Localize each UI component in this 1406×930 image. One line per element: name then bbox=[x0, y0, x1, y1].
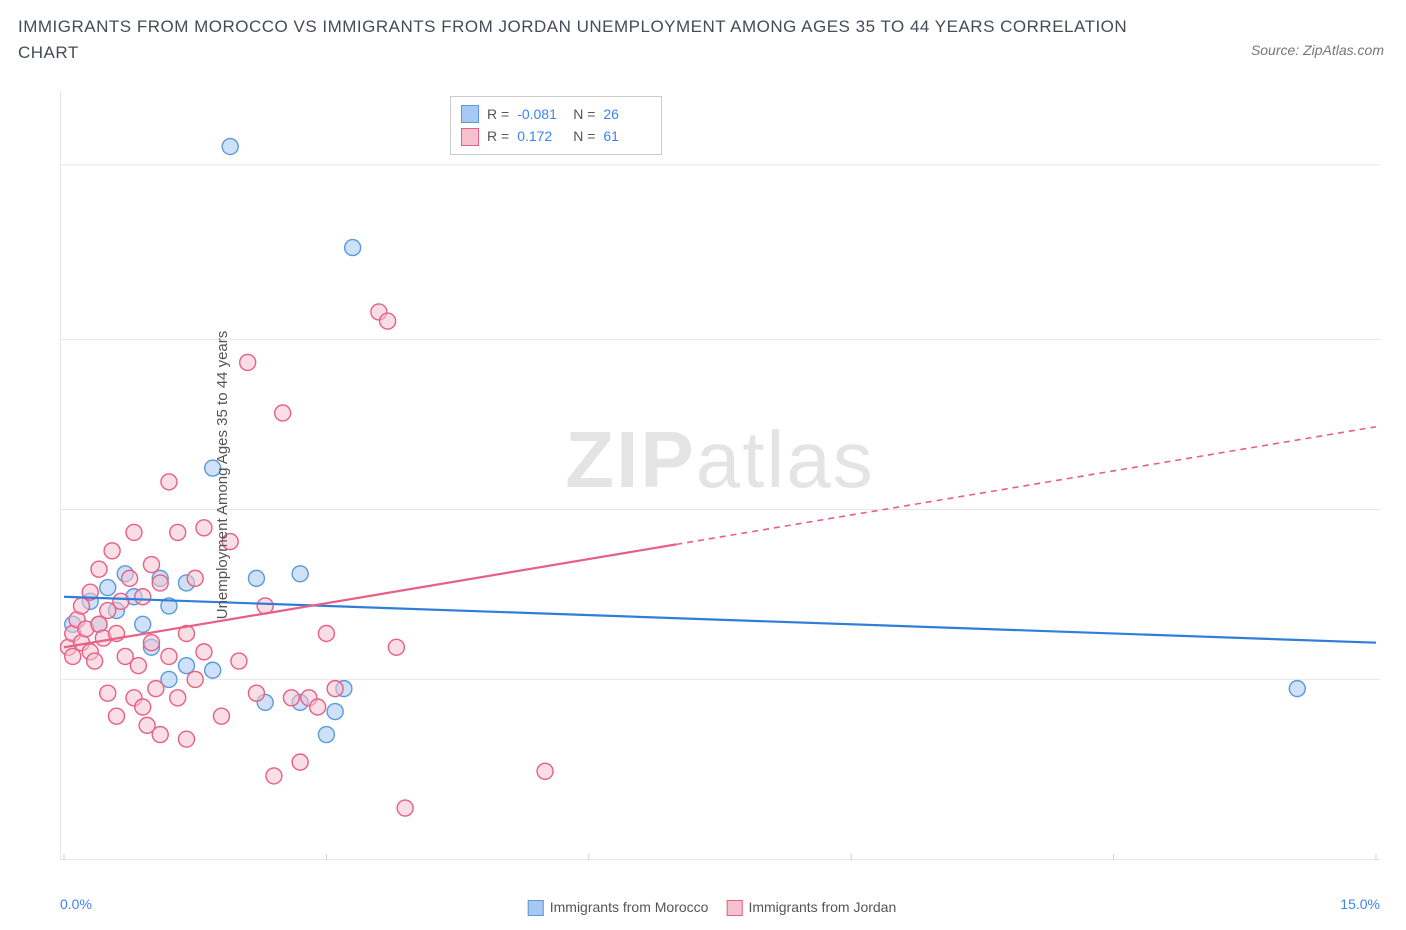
jordan-point bbox=[135, 699, 151, 715]
jordan-point bbox=[161, 648, 177, 664]
jordan-point bbox=[397, 800, 413, 816]
legend-swatch bbox=[726, 900, 742, 916]
jordan-point bbox=[388, 639, 404, 655]
jordan-point bbox=[122, 570, 138, 586]
n-label: N = bbox=[573, 125, 595, 147]
jordan-point bbox=[187, 671, 203, 687]
jordan-point bbox=[152, 575, 168, 591]
x-axis-max-label: 15.0% bbox=[1340, 896, 1380, 912]
jordan-point bbox=[113, 593, 129, 609]
morocco-point bbox=[292, 566, 308, 582]
jordan-point bbox=[266, 768, 282, 784]
jordan-point bbox=[196, 520, 212, 536]
jordan-point bbox=[104, 543, 120, 559]
jordan-point bbox=[187, 570, 203, 586]
r-value: 0.172 bbox=[517, 125, 565, 147]
r-label: R = bbox=[487, 125, 509, 147]
n-value: 61 bbox=[603, 125, 651, 147]
jordan-point bbox=[170, 690, 186, 706]
legend-stats-row: R = -0.081 N = 26 bbox=[461, 103, 651, 125]
morocco-point bbox=[327, 704, 343, 720]
jordan-point bbox=[148, 681, 164, 697]
morocco-point bbox=[345, 240, 361, 256]
legend-swatch bbox=[528, 900, 544, 916]
x-axis-min-label: 0.0% bbox=[60, 896, 92, 912]
jordan-point bbox=[231, 653, 247, 669]
r-value: -0.081 bbox=[517, 103, 565, 125]
jordan-point bbox=[126, 524, 142, 540]
jordan-point bbox=[240, 354, 256, 370]
jordan-point bbox=[318, 625, 334, 641]
source-label: Source: ZipAtlas.com bbox=[1251, 42, 1384, 58]
jordan-point bbox=[130, 658, 146, 674]
jordan-point bbox=[248, 685, 264, 701]
morocco-point bbox=[100, 580, 116, 596]
jordan-point bbox=[178, 731, 194, 747]
legend-series-label: Immigrants from Morocco bbox=[550, 899, 709, 915]
morocco-point bbox=[135, 616, 151, 632]
jordan-point bbox=[87, 653, 103, 669]
jordan-point bbox=[108, 708, 124, 724]
jordan-point bbox=[65, 648, 81, 664]
morocco-point bbox=[248, 570, 264, 586]
legend-swatch bbox=[461, 105, 479, 123]
jordan-point bbox=[537, 763, 553, 779]
jordan-point bbox=[327, 681, 343, 697]
legend-series: Immigrants from Morocco Immigrants from J… bbox=[510, 899, 897, 916]
jordan-point bbox=[161, 474, 177, 490]
n-value: 26 bbox=[603, 103, 651, 125]
y-axis-label: Unemployment Among Ages 35 to 44 years bbox=[214, 331, 231, 620]
jordan-point bbox=[283, 690, 299, 706]
jordan-point bbox=[196, 644, 212, 660]
morocco-point bbox=[205, 662, 221, 678]
legend-series-label: Immigrants from Jordan bbox=[748, 899, 896, 915]
legend-stats-row: R = 0.172 N = 61 bbox=[461, 125, 651, 147]
jordan-point bbox=[170, 524, 186, 540]
chart-plot-area: Unemployment Among Ages 35 to 44 years Z… bbox=[60, 90, 1380, 860]
jordan-point bbox=[275, 405, 291, 421]
jordan-point bbox=[380, 313, 396, 329]
jordan-point bbox=[100, 685, 116, 701]
r-label: R = bbox=[487, 103, 509, 125]
jordan-point bbox=[73, 598, 89, 614]
legend-swatch bbox=[461, 128, 479, 146]
morocco-point bbox=[1289, 681, 1305, 697]
morocco-point bbox=[318, 727, 334, 743]
morocco-point bbox=[222, 139, 238, 155]
legend-stats: R = -0.081 N = 26 R = 0.172 N = 61 bbox=[450, 96, 662, 155]
jordan-point bbox=[213, 708, 229, 724]
jordan-point bbox=[135, 589, 151, 605]
jordan-point bbox=[152, 727, 168, 743]
jordan-point bbox=[310, 699, 326, 715]
jordan-point bbox=[143, 635, 159, 651]
chart-svg bbox=[60, 90, 1380, 860]
chart-title: IMMIGRANTS FROM MOROCCO VS IMMIGRANTS FR… bbox=[18, 14, 1186, 65]
morocco-point bbox=[178, 658, 194, 674]
jordan-point bbox=[292, 754, 308, 770]
jordan-point bbox=[143, 557, 159, 573]
n-label: N = bbox=[573, 103, 595, 125]
jordan-point bbox=[91, 561, 107, 577]
